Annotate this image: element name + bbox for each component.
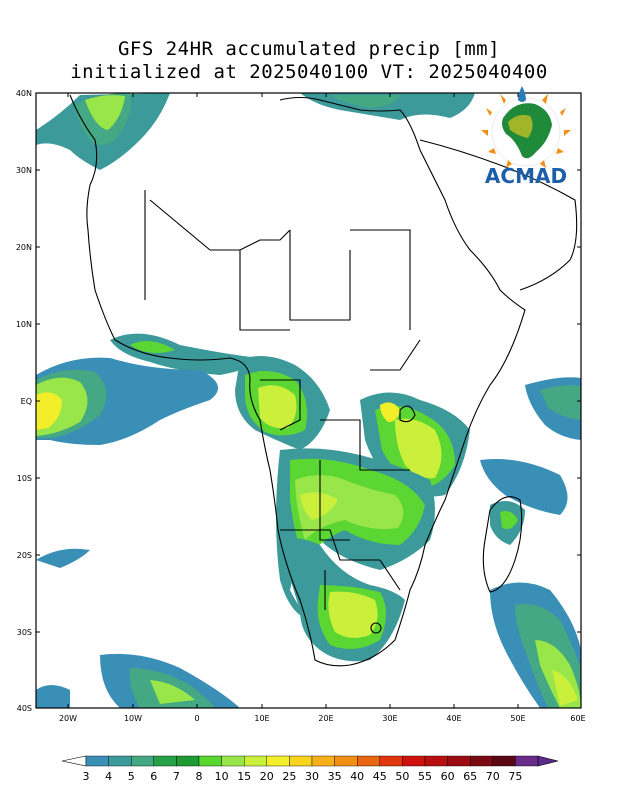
colorbar-label: 55 bbox=[418, 770, 432, 783]
map-title-line2: initialized at 2025040100 VT: 2025040400 bbox=[70, 61, 548, 83]
precip-field bbox=[36, 93, 581, 708]
colorbar-swatch bbox=[311, 755, 335, 767]
africa-globe-icon bbox=[481, 86, 571, 168]
acmad-logo: ACMAD bbox=[481, 86, 571, 188]
lat-axis: 40N 30N 20N 10N EQ 10S 20S 30S 40S bbox=[16, 89, 581, 713]
colorbar-swatch bbox=[470, 755, 494, 767]
coastlines bbox=[69, 94, 578, 667]
lat-label: EQ bbox=[21, 397, 32, 406]
colorbar-swatch bbox=[289, 755, 313, 767]
colorbar-swatch bbox=[153, 755, 177, 767]
colorbar-label: 4 bbox=[105, 770, 112, 783]
lon-label: 0 bbox=[194, 714, 199, 723]
lat-label: 10S bbox=[17, 474, 32, 483]
colorbar-label: 40 bbox=[350, 770, 364, 783]
colorbar-label: 60 bbox=[441, 770, 455, 783]
lon-label: 60E bbox=[570, 714, 585, 723]
colorbar-swatch bbox=[243, 755, 267, 767]
lon-axis: 20W 10W 0 10E 20E 30E 40E 50E 60E bbox=[59, 93, 586, 723]
colorbar-swatch bbox=[334, 755, 358, 767]
lat-label: 40S bbox=[17, 704, 32, 713]
lat-label: 40N bbox=[16, 89, 32, 98]
lon-label: 20E bbox=[318, 714, 333, 723]
colorbar-swatch bbox=[357, 755, 381, 767]
colorbar-swatch bbox=[447, 755, 471, 767]
colorbar-swatch bbox=[176, 755, 200, 767]
colorbar-label: 45 bbox=[373, 770, 387, 783]
lon-label: 30E bbox=[382, 714, 397, 723]
colorbar-swatch bbox=[85, 755, 109, 767]
lon-label: 40E bbox=[446, 714, 461, 723]
lat-label: 30S bbox=[17, 628, 32, 637]
colorbar-label: 7 bbox=[173, 770, 180, 783]
colorbar-swatch bbox=[198, 755, 222, 767]
colorbar-label: 75 bbox=[508, 770, 522, 783]
colorbar-label: 6 bbox=[150, 770, 157, 783]
lon-label: 50E bbox=[510, 714, 525, 723]
map-title-line1: GFS 24HR accumulated precip [mm] bbox=[117, 38, 501, 60]
colorbar-swatch bbox=[515, 755, 539, 767]
colorbar-label: 8 bbox=[196, 770, 203, 783]
colorbar-under-arrow bbox=[61, 755, 87, 767]
colorbar-label: 10 bbox=[215, 770, 229, 783]
colorbar-swatch bbox=[221, 755, 245, 767]
colorbar-label: 15 bbox=[237, 770, 251, 783]
colorbar-label: 70 bbox=[486, 770, 500, 783]
colorbar-swatch bbox=[266, 755, 290, 767]
logo-text: ACMAD bbox=[485, 164, 567, 188]
colorbar-label: 30 bbox=[305, 770, 319, 783]
colorbar-over-arrow bbox=[537, 755, 559, 767]
colorbar-label: 25 bbox=[282, 770, 296, 783]
lat-label: 20S bbox=[17, 551, 32, 560]
colorbar-label: 50 bbox=[395, 770, 409, 783]
lon-label: 10W bbox=[124, 714, 142, 723]
colorbar-swatch bbox=[379, 755, 403, 767]
lon-label: 20W bbox=[59, 714, 77, 723]
lon-label: 10E bbox=[254, 714, 269, 723]
colorbar: 3 4 5 6 7 8 10 15 20 25 30 35 40 45 50 55 60 65 70 75 bbox=[61, 755, 559, 783]
colorbar-label: 3 bbox=[83, 770, 90, 783]
colorbar-swatch bbox=[492, 755, 516, 767]
colorbar-label: 20 bbox=[260, 770, 274, 783]
colorbar-swatch bbox=[424, 755, 448, 767]
lat-label: 10N bbox=[16, 320, 32, 329]
colorbar-swatch bbox=[402, 755, 426, 767]
colorbar-swatch bbox=[108, 755, 132, 767]
colorbar-label: 65 bbox=[463, 770, 477, 783]
lat-label: 20N bbox=[16, 243, 32, 252]
colorbar-label: 5 bbox=[128, 770, 135, 783]
colorbar-swatch bbox=[130, 755, 154, 767]
lat-label: 30N bbox=[16, 166, 32, 175]
colorbar-label: 35 bbox=[328, 770, 342, 783]
